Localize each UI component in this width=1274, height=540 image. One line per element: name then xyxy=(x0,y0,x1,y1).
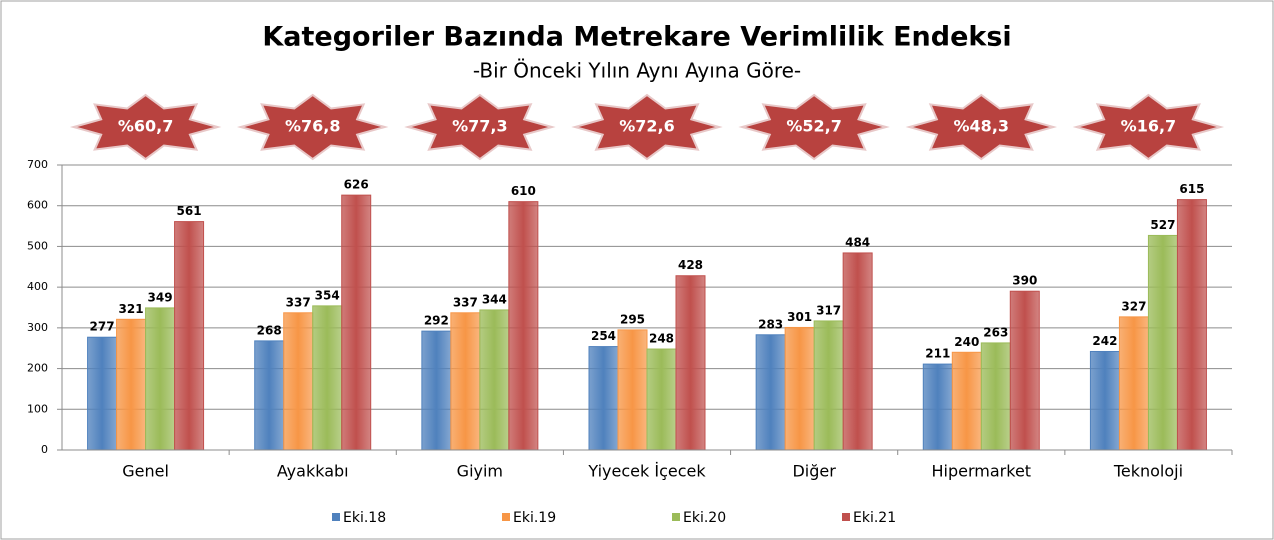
data-label: 277 xyxy=(90,320,115,334)
bar xyxy=(508,201,539,451)
bar xyxy=(813,320,844,451)
y-tick-label: 300 xyxy=(27,321,48,334)
y-tick-label: 600 xyxy=(27,199,48,212)
badge-label: %72,6 xyxy=(619,117,675,136)
chart-title: Kategoriler Bazında Metrekare Verimlilik… xyxy=(262,22,1011,53)
bar xyxy=(951,351,982,451)
bar xyxy=(842,252,873,451)
legend-label: Eki.21 xyxy=(853,510,896,526)
bar xyxy=(1009,290,1040,451)
data-label: 321 xyxy=(119,302,144,316)
bar xyxy=(675,275,706,451)
badge-label: %48,3 xyxy=(954,117,1010,136)
bar xyxy=(283,312,314,451)
data-label: 268 xyxy=(257,323,282,337)
data-label: 337 xyxy=(286,295,311,309)
legend-label: Eki.18 xyxy=(343,510,386,526)
data-label: 263 xyxy=(983,325,1008,339)
data-label: 615 xyxy=(1179,182,1204,196)
data-label: 484 xyxy=(845,235,870,249)
x-tick-label: Genel xyxy=(122,462,169,481)
data-label: 354 xyxy=(315,288,340,302)
data-label: 626 xyxy=(344,178,369,192)
bar xyxy=(1089,350,1120,451)
badge-label: %60,7 xyxy=(118,117,174,136)
data-label: 344 xyxy=(482,292,507,306)
bar xyxy=(1176,199,1207,451)
badge-label: %16,7 xyxy=(1121,117,1177,136)
legend-label: Eki.19 xyxy=(513,510,556,526)
data-label: 337 xyxy=(453,295,478,309)
x-tick-label: Teknoloji xyxy=(1113,462,1183,481)
y-tick-label: 100 xyxy=(27,402,48,415)
bar xyxy=(341,194,372,451)
y-tick-label: 0 xyxy=(41,443,48,456)
bar xyxy=(116,318,147,451)
y-tick-label: 200 xyxy=(27,362,48,375)
bar xyxy=(922,363,953,451)
data-label: 254 xyxy=(591,329,616,343)
data-label: 327 xyxy=(1121,299,1146,313)
bar xyxy=(254,340,285,451)
bar xyxy=(755,334,786,451)
y-tick-label: 500 xyxy=(27,239,48,252)
data-label: 390 xyxy=(1012,274,1037,288)
legend-label: Eki.20 xyxy=(683,510,726,526)
data-label: 295 xyxy=(620,312,645,326)
badge xyxy=(1072,93,1225,161)
data-label: 292 xyxy=(424,314,449,328)
data-label: 242 xyxy=(1092,334,1117,348)
bar xyxy=(312,305,343,451)
bar xyxy=(1118,316,1149,451)
data-label: 248 xyxy=(649,332,674,346)
x-tick-label: Yiyecek İçecek xyxy=(587,462,706,481)
badge-label: %52,7 xyxy=(786,117,842,136)
data-label: 211 xyxy=(925,347,950,361)
bar xyxy=(450,312,481,451)
bar xyxy=(87,336,118,451)
data-label: 561 xyxy=(177,204,202,218)
badge xyxy=(571,93,723,161)
data-label: 283 xyxy=(758,317,783,331)
legend-swatch xyxy=(502,513,510,521)
bar xyxy=(617,329,648,451)
data-label: 527 xyxy=(1150,218,1175,232)
x-tick-label: Diğer xyxy=(792,462,836,481)
bar xyxy=(421,330,452,451)
data-label: 317 xyxy=(816,303,841,317)
legend-swatch xyxy=(672,513,680,521)
y-tick-label: 400 xyxy=(27,280,48,293)
data-label: 428 xyxy=(678,258,703,272)
legend-swatch xyxy=(842,513,850,521)
data-label: 349 xyxy=(148,290,173,304)
badge xyxy=(404,93,556,161)
badge xyxy=(738,93,890,161)
x-tick-label: Ayakkabı xyxy=(277,462,349,481)
bar xyxy=(479,309,510,451)
badge-label: %77,3 xyxy=(452,117,508,136)
data-label: 610 xyxy=(511,184,536,198)
y-tick-label: 700 xyxy=(27,158,48,171)
data-label: 301 xyxy=(787,310,812,324)
bar xyxy=(646,348,677,451)
bar xyxy=(1147,234,1178,451)
badge xyxy=(236,93,389,161)
bar xyxy=(588,346,619,451)
legend-swatch xyxy=(332,513,340,521)
x-tick-label: Hipermarket xyxy=(932,462,1032,481)
chart-subtitle: -Bir Önceki Yılın Aynı Ayına Göre- xyxy=(473,59,801,83)
x-tick-label: Giyim xyxy=(457,462,503,481)
badge xyxy=(69,93,222,161)
badge-label: %76,8 xyxy=(285,117,341,136)
data-label: 240 xyxy=(954,335,979,349)
bar xyxy=(980,342,1011,451)
bar xyxy=(784,326,815,451)
bar xyxy=(174,221,205,451)
badge xyxy=(905,93,1058,161)
bar xyxy=(145,307,176,451)
